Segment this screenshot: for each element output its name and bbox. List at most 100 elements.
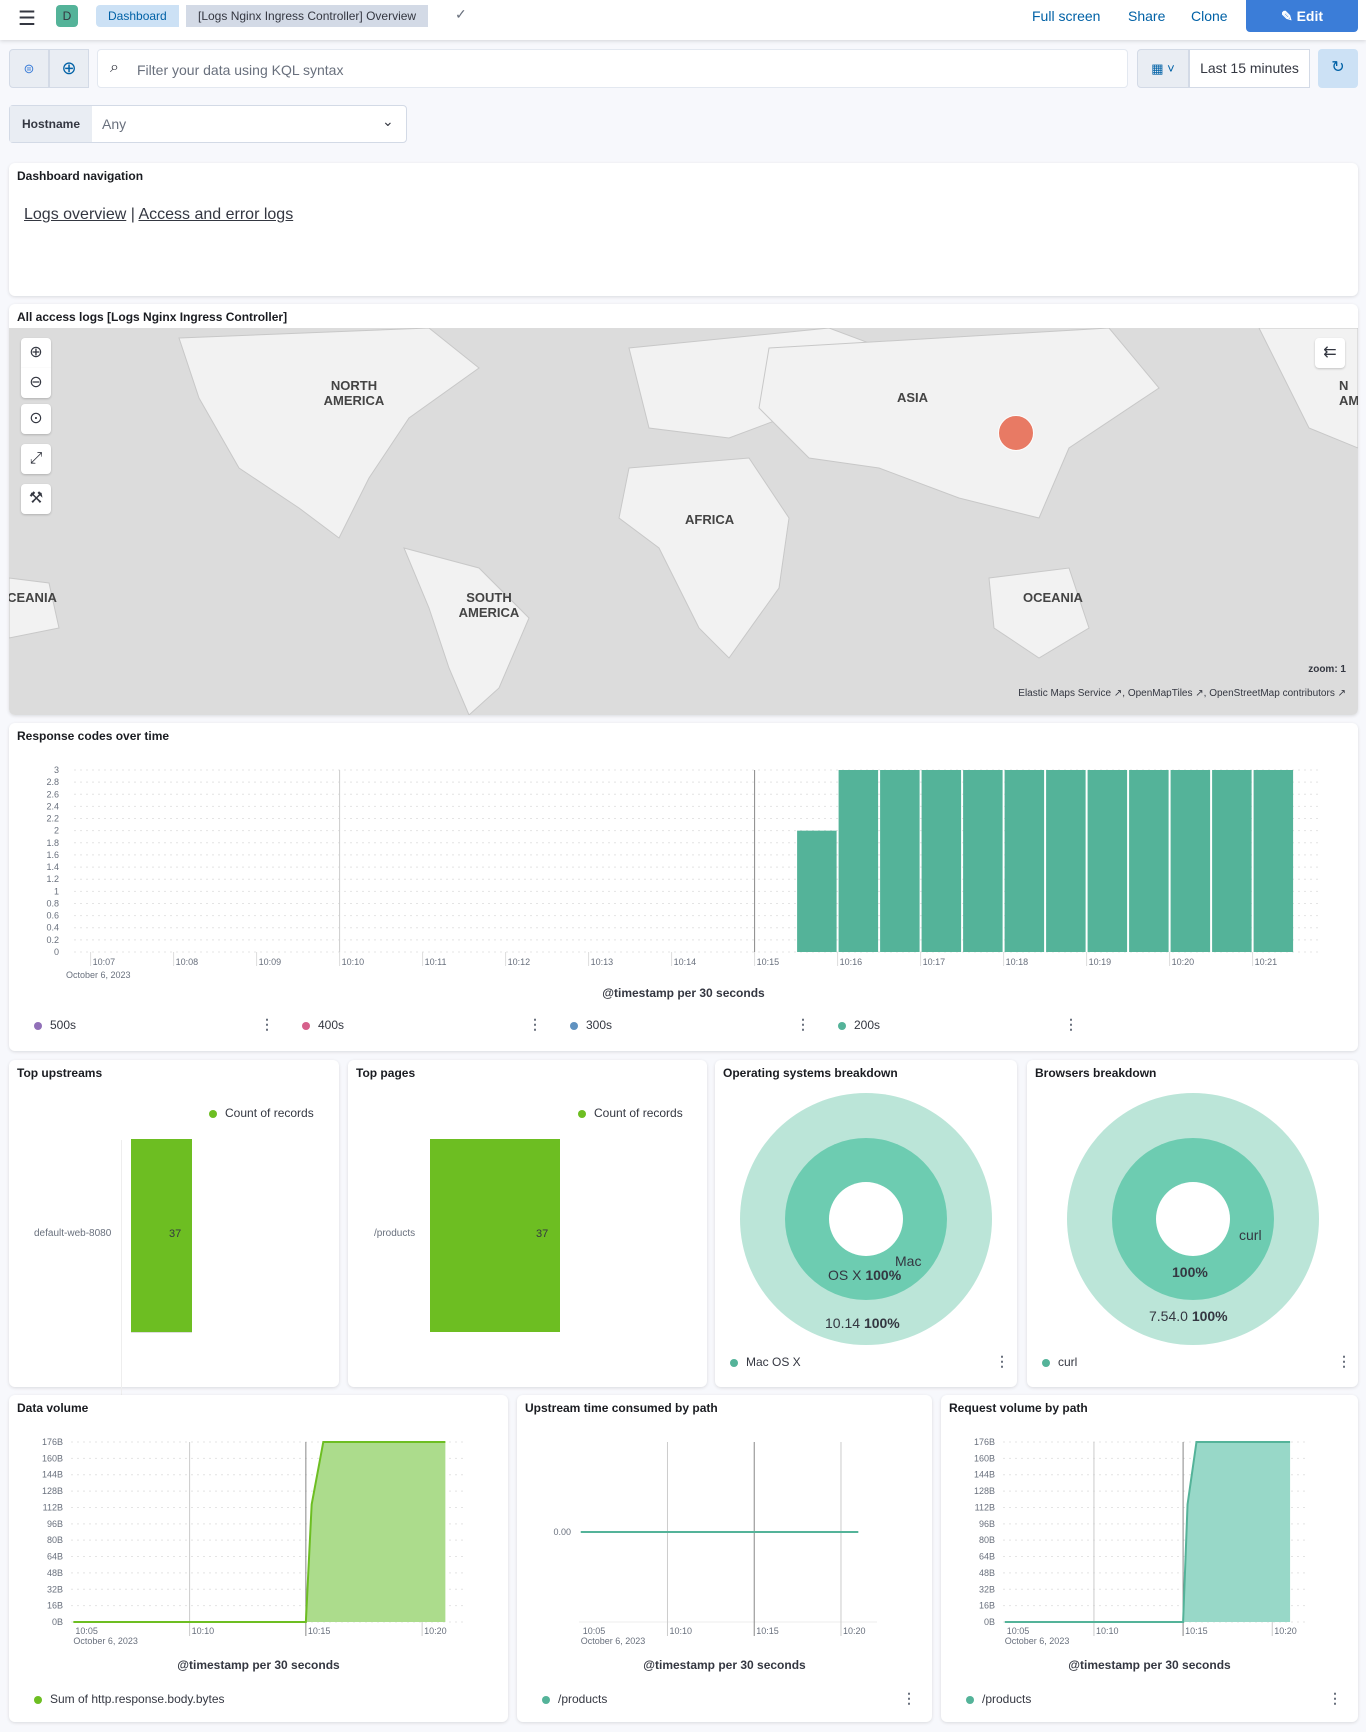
full-screen-button[interactable]: Full screen [1032, 8, 1101, 24]
legend-item[interactable]: Count of records [578, 1106, 683, 1120]
x-axis-title: @timestamp per 30 seconds [1068, 1658, 1231, 1672]
category-label: /products [374, 1228, 416, 1239]
chevron-down-icon: ⌄ [382, 113, 394, 129]
tools-icon[interactable]: ⚒ [21, 484, 51, 514]
y-tick-label: 64B [979, 1552, 995, 1562]
legend-options-icon[interactable]: ⋮ [796, 1016, 810, 1032]
attribution-link[interactable]: OpenStreetMap contributors [1209, 688, 1335, 699]
slice-label: OS X 100% [828, 1267, 902, 1283]
legend-options-icon[interactable]: ⋮ [1328, 1690, 1342, 1706]
legend-options-icon[interactable]: ⋮ [995, 1353, 1009, 1369]
time-range-display[interactable]: Last 15 minutes [1189, 49, 1310, 88]
y-tick-label: 2.8 [46, 777, 59, 787]
x-tick-label: 10:05 [1007, 1626, 1030, 1636]
upstream-time-chart[interactable]: 0.00 10:05 10:10 10:15 10:20 October 6, 2023 [517, 1425, 932, 1655]
x-tick-label: 10:15 [756, 1626, 779, 1636]
clone-button[interactable]: Clone [1191, 8, 1228, 24]
legend-dot [542, 1695, 550, 1704]
panel-title: All access logs [Logs Nginx Ingress Cont… [17, 310, 288, 324]
link-separator: | [130, 206, 135, 223]
legend-item[interactable]: 300s [570, 1018, 612, 1032]
filter-options-button[interactable]: ⊜ [9, 49, 49, 88]
x-axis-title: @timestamp per 30 seconds [177, 1658, 340, 1672]
browsers-breakdown-panel: Browsers breakdown curl 100% 7.54.0 100%… [1027, 1060, 1358, 1387]
x-tick-label: 10:18 [1006, 957, 1029, 967]
access-error-logs-link[interactable]: Access and error logs [138, 206, 294, 223]
legend-options-icon[interactable]: ⋮ [528, 1016, 542, 1032]
legend-item[interactable]: 500s [34, 1018, 76, 1032]
map-label: N AM [1339, 378, 1358, 408]
response-codes-chart[interactable]: 0 0.2 0.4 0.6 0.8 1 1.2 1.4 1.6 1.8 2 2.2 2.4 2.6 2.8 3… [9, 763, 1358, 983]
bar [1253, 770, 1294, 952]
date-quick-menu-button[interactable]: ▦ ˅ [1137, 49, 1189, 88]
logs-overview-link[interactable]: Logs overview [24, 206, 127, 223]
legend-item[interactable]: /products [966, 1692, 1031, 1706]
legend-item[interactable]: Count of records [209, 1106, 314, 1120]
map-data-point[interactable] [998, 415, 1034, 451]
data-volume-chart[interactable]: 0B 16B 32B 48B 64B 80B 96B 112B 128B 144B 160B 176B… [9, 1425, 508, 1655]
check-icon[interactable]: ✓ [455, 6, 467, 22]
x-tick-label: 10:08 [176, 957, 199, 967]
legend-item[interactable]: curl [1042, 1355, 1077, 1369]
y-tick-label: 0.00 [553, 1527, 571, 1537]
avatar[interactable]: D [56, 5, 78, 27]
y-tick-label: 0.8 [46, 898, 59, 908]
menu-icon[interactable]: ☰ [18, 8, 36, 30]
request-volume-chart[interactable]: 0B 16B 32B 48B 64B 80B 96B 112B 128B 144B 160B 176B… [941, 1425, 1358, 1655]
legend-options-icon[interactable]: ⋮ [1337, 1353, 1351, 1369]
attribution-link[interactable]: OpenMapTiles [1127, 688, 1193, 699]
x-tick-label: 10:13 [591, 957, 614, 967]
x-tick-label: 10:15 [1185, 1626, 1208, 1636]
panel-title: Browsers breakdown [1035, 1066, 1157, 1080]
locate-icon[interactable]: ⊙ [21, 404, 51, 434]
area-fill [1004, 1442, 1291, 1622]
share-button[interactable]: Share [1128, 8, 1166, 24]
y-tick-label: 144B [974, 1470, 995, 1480]
data-volume-panel: Data volume 0B 16B 32B 48B 64B 80B 96B 112B 128B… [9, 1395, 508, 1722]
zoom-in-icon[interactable]: ⊕ [21, 338, 51, 368]
y-tick-label: 32B [47, 1584, 63, 1594]
legend-options-icon[interactable]: ⋮ [1064, 1016, 1078, 1032]
bar-value: 37 [536, 1228, 549, 1240]
edit-button[interactable]: ✎ Edit [1246, 0, 1358, 32]
layer-control-icon[interactable]: ⇇ [1315, 338, 1345, 368]
fit-to-data-icon[interactable]: ⤢ [21, 444, 51, 474]
legend-options-icon[interactable]: ⋮ [902, 1690, 916, 1706]
date-label: October 6, 2023 [66, 970, 131, 980]
pie-hole [1156, 1182, 1230, 1256]
legend-item[interactable]: 400s [302, 1018, 344, 1032]
x-tick-label: 10:12 [508, 957, 531, 967]
attribution-link[interactable]: Elastic Maps Service [1018, 688, 1112, 699]
legend-dot [838, 1021, 846, 1030]
x-axis-title: @timestamp per 30 seconds [643, 1658, 806, 1672]
legend-label: Count of records [594, 1106, 683, 1120]
zoom-out-icon[interactable]: ⊖ [21, 368, 51, 398]
hostname-value: Any [102, 116, 127, 132]
legend-item[interactable]: 200s [838, 1018, 880, 1032]
legend-item[interactable]: Mac OS X [730, 1355, 801, 1369]
y-tick-label: 2.4 [46, 801, 59, 811]
map-label: SOUTH AMERICA [458, 590, 520, 620]
panel-title: Response codes over time [17, 729, 170, 743]
y-tick-label: 3 [54, 765, 59, 775]
x-tick-label: 10:10 [342, 957, 365, 967]
world-map[interactable]: NORTH AMERICA ASIA AFRICA SOUTH AMERICA … [9, 327, 1358, 715]
bar [1004, 770, 1045, 952]
legend-label: Count of records [225, 1106, 314, 1120]
bar[interactable] [430, 1139, 560, 1332]
legend-options-icon[interactable]: ⋮ [260, 1016, 274, 1032]
breadcrumb-dashboard[interactable]: Dashboard [96, 5, 179, 27]
refresh-button[interactable]: ↻ [1318, 49, 1358, 88]
map-panel: All access logs [Logs Nginx Ingress Cont… [9, 304, 1358, 715]
breadcrumb-current: [Logs Nginx Ingress Controller] Overview [186, 5, 429, 27]
y-tick-label: 112B [43, 1502, 63, 1512]
legend-item[interactable]: Sum of http.response.body.bytes [34, 1692, 225, 1706]
x-tick-label: 10:11 [425, 957, 447, 967]
legend-dot [966, 1695, 974, 1704]
hostname-control[interactable]: Hostname Any ⌄ [9, 105, 407, 143]
kql-search-input[interactable]: ⌕ Filter your data using KQL syntax [97, 49, 1128, 88]
add-filter-button[interactable]: ⊕ [49, 49, 89, 88]
legend-item[interactable]: /products [542, 1692, 607, 1706]
bar[interactable] [131, 1139, 192, 1332]
bar [1170, 770, 1211, 952]
